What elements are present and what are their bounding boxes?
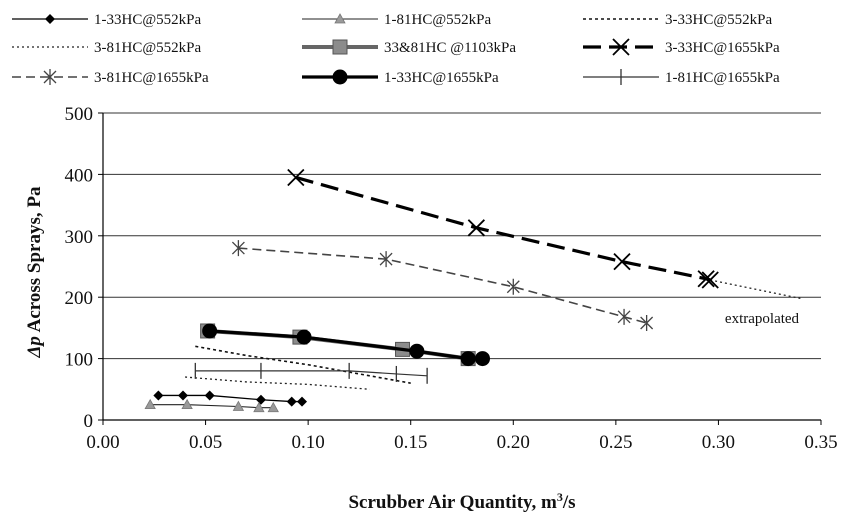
- series-3: [185, 376, 370, 390]
- y-tick-label: 0: [84, 411, 94, 432]
- legend: 1-33HC@552kPa 1-81HC@552kPa 3-33HC@552kPa 3…: [12, 12, 780, 86]
- data-point: [613, 252, 631, 271]
- legend-marker: [43, 69, 57, 85]
- series-line: [150, 404, 274, 409]
- legend-item: 3-33HC@552kPa: [583, 12, 772, 28]
- y-tick-label: 100: [65, 350, 94, 371]
- extrapolation-line: [710, 279, 801, 300]
- y-tick-label: 500: [65, 104, 94, 125]
- legend-label: 1-33HC@1655kPa: [384, 70, 499, 86]
- data-point: [475, 351, 491, 367]
- legend-item: 1-33HC@1655kPa: [302, 69, 499, 86]
- series-line: [195, 370, 428, 377]
- legend-label: 3-81HC@1655kPa: [94, 70, 209, 86]
- x-tick-label: 0.00: [86, 432, 119, 453]
- data-point: [409, 343, 425, 359]
- data-point: [253, 401, 265, 413]
- legend-label: 33&81HC @1103kPa: [384, 40, 516, 56]
- data-point: [144, 398, 156, 410]
- series-8: [194, 362, 428, 384]
- data-point: [231, 240, 245, 257]
- data-point: [296, 396, 307, 407]
- data-point: [701, 271, 719, 289]
- series-layer: [144, 168, 801, 413]
- data-point: [153, 390, 164, 401]
- series-2: [195, 345, 411, 384]
- data-point: [202, 323, 218, 339]
- data-point: [697, 270, 715, 288]
- x-tick-label: 0.15: [394, 432, 427, 453]
- series-line: [185, 376, 370, 390]
- series-5: [287, 168, 719, 289]
- legend-label: 1-81HC@1655kPa: [665, 70, 780, 86]
- legend-marker: [332, 39, 348, 55]
- data-point: [204, 390, 215, 401]
- legend-marker: [334, 13, 346, 24]
- data-point: [460, 351, 476, 367]
- legend-item: 3-81HC@552kPa: [12, 40, 201, 56]
- data-point: [255, 394, 266, 405]
- series-line: [209, 329, 483, 361]
- y-tick-label: 400: [65, 165, 94, 186]
- data-point: [232, 400, 245, 411]
- series-6: [231, 240, 654, 331]
- data-point: [467, 219, 485, 237]
- data-point: [296, 329, 312, 345]
- x-tick-label: 0.10: [292, 432, 325, 453]
- data-point: [181, 398, 193, 410]
- data-point: [267, 401, 279, 413]
- data-point: [640, 314, 654, 331]
- x-axis-label: Scrubber Air Quantity, m3/s: [348, 490, 575, 513]
- x-axis-label-suffix: /s: [562, 492, 576, 513]
- legend-marker: [45, 14, 55, 24]
- x-tick-label: 0.20: [497, 432, 530, 453]
- series-0: [153, 390, 307, 407]
- extrapolated-annotation: extrapolated: [725, 311, 800, 327]
- x-tick-label: 0.30: [702, 432, 735, 453]
- legend-item: 33&81HC @1103kPa: [302, 39, 516, 56]
- legend-label: 3-81HC@552kPa: [94, 40, 201, 56]
- series-4: [200, 323, 476, 367]
- legend-label: 1-81HC@552kPa: [384, 12, 491, 28]
- x-axis-label-sup: 3: [557, 490, 563, 504]
- legend-label: 1-33HC@552kPa: [94, 12, 201, 28]
- data-point: [287, 168, 305, 187]
- series-line: [295, 175, 711, 282]
- data-point: [506, 278, 520, 295]
- y-tick-label: 300: [65, 227, 94, 248]
- legend-item: 1-33HC@552kPa: [12, 12, 201, 28]
- legend-item: 1-81HC@552kPa: [302, 12, 491, 28]
- y-axis-label-symbol: Δp: [24, 336, 45, 358]
- x-tick-label: 0.05: [189, 432, 222, 453]
- x-axis-label-prefix: Scrubber Air Quantity, m: [348, 492, 556, 513]
- legend-item: 3-81HC@1655kPa: [12, 69, 209, 86]
- series-line: [195, 345, 411, 384]
- data-point: [178, 390, 189, 401]
- legend-item: 3-33HC@1655kPa: [583, 38, 780, 56]
- legend-marker: [612, 38, 630, 56]
- grid: [103, 112, 821, 360]
- axes: 0 100 200 300 400 500 0.00 0.05 0.10 0.15 0.20 0.25…: [65, 104, 838, 453]
- data-point: [286, 396, 297, 407]
- y-axis-label-rest: Across Sprays, Pa: [24, 186, 45, 336]
- series-line: [238, 247, 647, 324]
- legend-marker: [332, 69, 348, 85]
- series-7: [202, 323, 491, 367]
- y-axis-label: Δp Across Sprays, Pa: [24, 186, 45, 358]
- x-tick-label: 0.35: [804, 432, 837, 453]
- y-tick-label: 200: [65, 288, 94, 309]
- legend-label: 3-33HC@552kPa: [665, 12, 772, 28]
- data-point: [617, 308, 631, 325]
- data-point: [379, 251, 393, 268]
- legend-item: 1-81HC@1655kPa: [583, 69, 780, 86]
- x-tick-label: 0.25: [599, 432, 632, 453]
- series-1: [144, 398, 279, 413]
- legend-label: 3-33HC@1655kPa: [665, 40, 780, 56]
